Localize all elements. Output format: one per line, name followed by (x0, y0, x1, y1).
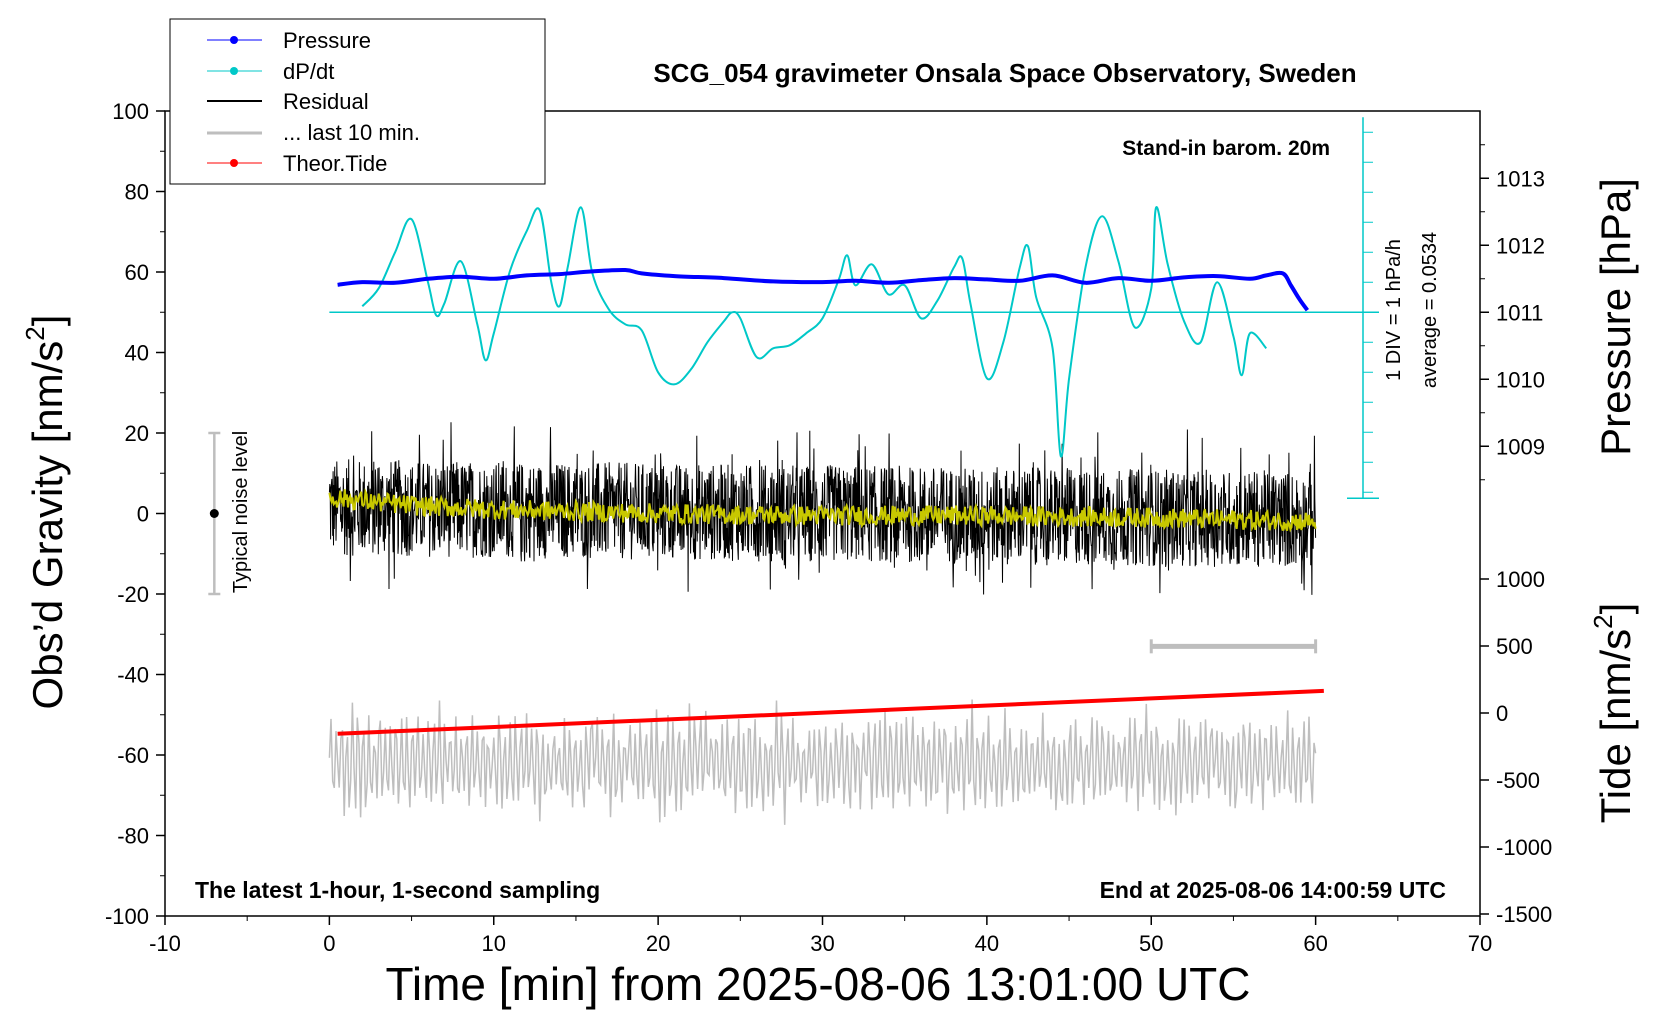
y-tick-label: -40 (117, 663, 149, 688)
y-tick-label: 40 (125, 341, 149, 366)
y-tick-label: 60 (125, 260, 149, 285)
y-axis-label-left: Obs’d Gravity [nm/s2] (20, 315, 71, 710)
legend-item-pressure: Pressure (207, 28, 371, 53)
x-tick-label: 70 (1468, 931, 1492, 956)
x-axis-label: Time [min] from 2025-08-06 13:01:00 UTC (386, 958, 1251, 1010)
x-tick-label: -10 (149, 931, 181, 956)
legend-label-pressure: Pressure (283, 28, 371, 53)
pressure-tick-label: 1011 (1496, 300, 1543, 325)
legend-label-residual: Residual (283, 89, 369, 114)
legend-marker-pressure (230, 36, 238, 44)
chart-title: SCG_054 gravimeter Onsala Space Observat… (653, 58, 1356, 88)
noise-level-label: Typical noise level (230, 431, 252, 593)
tide-tick-label: 500 (1496, 634, 1533, 659)
pressure-tick-label: 1013 (1496, 166, 1545, 191)
x-tick-label: 60 (1303, 931, 1327, 956)
div-scale-label: 1 DIV = 1 hPa/h (1383, 239, 1405, 381)
legend-label-tide: Theor.Tide (283, 151, 387, 176)
y-tick-label: 100 (112, 99, 149, 124)
pressure-tick-label: 1009 (1496, 434, 1545, 459)
legend-label-dpdt: dP/dt (283, 59, 334, 84)
average-label: average = 0.0534 (1419, 232, 1441, 388)
y-tick-label: -20 (117, 582, 149, 607)
legend-item-last10: ... last 10 min. (207, 120, 420, 145)
x-tick-label: 0 (323, 931, 335, 956)
tide-tick-label: 0 (1496, 701, 1508, 726)
x-tick-label: 40 (975, 931, 999, 956)
tide-tick-label: -1000 (1496, 835, 1552, 860)
legend: Pressure dP/dt Residual ... last 10 min.… (169, 18, 546, 185)
residual-line (328, 422, 1317, 595)
pressure-line (337, 267, 1310, 312)
legend-item-dpdt: dP/dt (207, 59, 334, 84)
tide-tick-label: -500 (1496, 768, 1540, 793)
residual-smoothed-line (328, 487, 1317, 533)
legend-item-residual: Residual (207, 89, 369, 114)
x-tick-label: 30 (810, 931, 834, 956)
y-tick-label: 20 (125, 421, 149, 446)
x-tick-label: 20 (646, 931, 670, 956)
y-tick-label: 80 (125, 180, 149, 205)
last10-line (328, 699, 1317, 825)
sampling-annotation: The latest 1-hour, 1-second sampling (195, 877, 600, 903)
pressure-tick-label: 1010 (1496, 367, 1545, 392)
x-tick-label: 10 (482, 931, 506, 956)
tide-line (337, 688, 1324, 736)
y-tick-label: -100 (105, 904, 149, 929)
y-tick-label: -80 (117, 824, 149, 849)
legend-marker-tide (230, 159, 238, 167)
tide-tick-label: 1000 (1496, 567, 1545, 592)
legend-marker-dpdt (230, 67, 238, 75)
y-axis-label-pressure: Pressure [hPa] (1592, 178, 1639, 456)
y-axis-label-tide: Tide [nm/s2] (1588, 603, 1639, 824)
barometer-annotation: Stand-in barom. 20m (1122, 137, 1330, 160)
tide-tick-label: -1500 (1496, 902, 1552, 927)
dpdt-line (361, 206, 1268, 458)
legend-item-tide: Theor.Tide (207, 151, 387, 176)
noise-bar-center (209, 509, 219, 518)
legend-label-last10: ... last 10 min. (283, 120, 420, 145)
x-tick-label: 50 (1139, 931, 1163, 956)
plot-area: -10 0 10 20 30 40 50 60 70100806040200-20-40-60-… (105, 99, 1552, 956)
y-tick-label: -60 (117, 743, 149, 768)
y-tick-label: 0 (137, 502, 149, 527)
end-time-annotation: End at 2025-08-06 14:00:59 UTC (1100, 877, 1446, 903)
pressure-tick-label: 1012 (1496, 233, 1545, 258)
